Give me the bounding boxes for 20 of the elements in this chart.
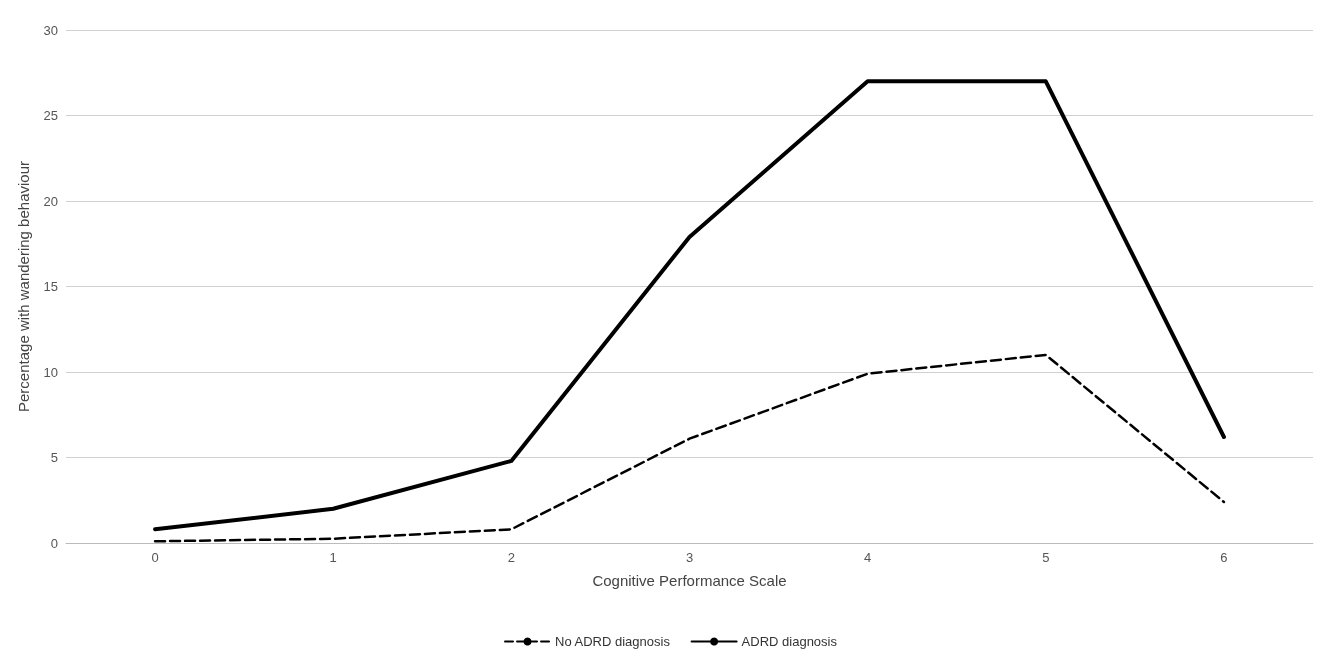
legend-label: No ADRD diagnosis (555, 634, 671, 649)
x-tick-label: 6 (1220, 550, 1228, 565)
x-axis-title: Cognitive Performance Scale (592, 572, 787, 589)
x-tick-label: 2 (507, 550, 515, 565)
y-tick-label: 10 (43, 364, 58, 380)
x-tick-label: 3 (685, 550, 694, 565)
legend-label: ADRD diagnosis (741, 634, 838, 649)
y-tick-label: 20 (43, 193, 58, 209)
y-axis-title: Percentage with wandering behaviour (15, 161, 32, 412)
x-tick-label: 1 (329, 550, 337, 565)
y-tick-label: 5 (50, 450, 58, 465)
y-tick-label: 25 (43, 108, 58, 123)
line-series (153, 79, 1226, 532)
x-tick-label: 5 (1042, 550, 1050, 565)
y-tick-label: 30 (43, 22, 58, 38)
y-tick-label: 0 (50, 535, 58, 551)
x-tick-label: 0 (151, 550, 159, 565)
y-tick-label: 15 (43, 279, 58, 294)
line-series (153, 353, 1226, 543)
x-tick-label: 4 (864, 550, 872, 565)
